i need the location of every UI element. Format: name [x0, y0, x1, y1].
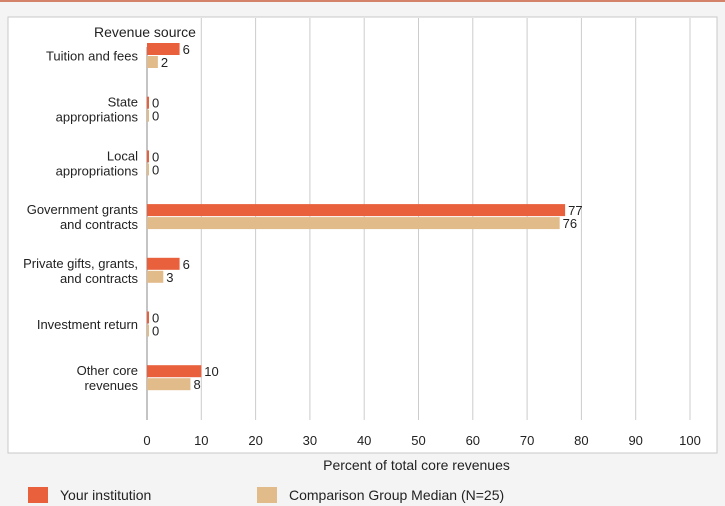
data-label-your-institution-4: 6	[183, 257, 190, 272]
bar-your-institution-4	[147, 257, 180, 270]
bar-comparison-group-median-n-25-0	[147, 56, 158, 68]
bar-comparison-group-median-n-25-4	[147, 270, 164, 283]
category-label-other-core-revenues: Other core revenues	[77, 363, 139, 393]
data-label-comparison-group-median-n-25-6: 8	[193, 377, 200, 392]
bar-comparison-group-median-n-25-1	[147, 109, 149, 122]
category-label-state-appropriations: State appropriations	[56, 95, 139, 125]
data-label-your-institution-6: 10	[204, 364, 218, 379]
data-label-your-institution-2: 0	[152, 149, 159, 164]
bar-your-institution-3	[147, 204, 566, 217]
bar-your-institution-0	[147, 43, 180, 55]
data-label-your-institution-3: 77	[568, 203, 582, 218]
x-tick-label-40: 40	[357, 433, 371, 448]
data-label-your-institution-0: 6	[183, 42, 190, 57]
category-label-government-grants-and-contracts: Government grants and contracts	[27, 202, 139, 232]
x-tick-label-30: 30	[303, 433, 317, 448]
bar-comparison-group-median-n-25-2	[147, 163, 149, 176]
legend-label-comparison-group: Comparison Group Median (N=25)	[289, 487, 505, 503]
category-axis-title: Revenue source	[94, 24, 196, 40]
legend-swatch-your-institution	[28, 487, 48, 503]
x-tick-label-70: 70	[520, 433, 534, 448]
x-tick-label-20: 20	[248, 433, 262, 448]
x-tick-label-50: 50	[411, 433, 425, 448]
x-tick-label-90: 90	[628, 433, 642, 448]
x-axis-title: Percent of total core revenues	[323, 457, 510, 473]
data-label-comparison-group-median-n-25-1: 0	[152, 109, 159, 124]
bar-your-institution-2	[147, 150, 149, 163]
data-label-comparison-group-median-n-25-5: 0	[152, 324, 159, 339]
bar-your-institution-1	[147, 96, 149, 109]
x-tick-label-100: 100	[679, 433, 701, 448]
x-tick-label-80: 80	[574, 433, 588, 448]
data-label-your-institution-5: 0	[152, 311, 159, 326]
category-label-tuition-and-fees: Tuition and fees	[46, 49, 139, 64]
top-rule	[0, 0, 725, 2]
category-label-investment-return: Investment return	[37, 317, 138, 332]
category-label-local-appropriations: Local appropriations	[56, 148, 139, 178]
data-label-comparison-group-median-n-25-2: 0	[152, 162, 159, 177]
plot-area	[7, 16, 718, 454]
legend-item-comparison-group: Comparison Group Median (N=25)	[257, 487, 504, 503]
legend-item-your-institution: Your institution	[28, 487, 151, 503]
x-tick-label-60: 60	[466, 433, 480, 448]
bar-your-institution-6	[147, 365, 202, 378]
legend-swatch-comparison-group	[257, 487, 277, 503]
legend-label-your-institution: Your institution	[60, 487, 152, 503]
bar-comparison-group-median-n-25-5	[147, 324, 149, 337]
bar-comparison-group-median-n-25-6	[147, 378, 191, 391]
data-label-comparison-group-median-n-25-3: 76	[563, 216, 577, 231]
data-label-comparison-group-median-n-25-4: 3	[166, 270, 173, 285]
bar-comparison-group-median-n-25-3	[147, 217, 560, 230]
x-tick-label-10: 10	[194, 433, 208, 448]
data-label-your-institution-1: 0	[152, 96, 159, 111]
bar-your-institution-5	[147, 311, 149, 324]
x-tick-label-0: 0	[143, 433, 150, 448]
data-label-comparison-group-median-n-25-0: 2	[161, 55, 168, 70]
category-label-private-gifts-grants-and-contracts: Private gifts, grants, and contracts	[23, 256, 138, 286]
